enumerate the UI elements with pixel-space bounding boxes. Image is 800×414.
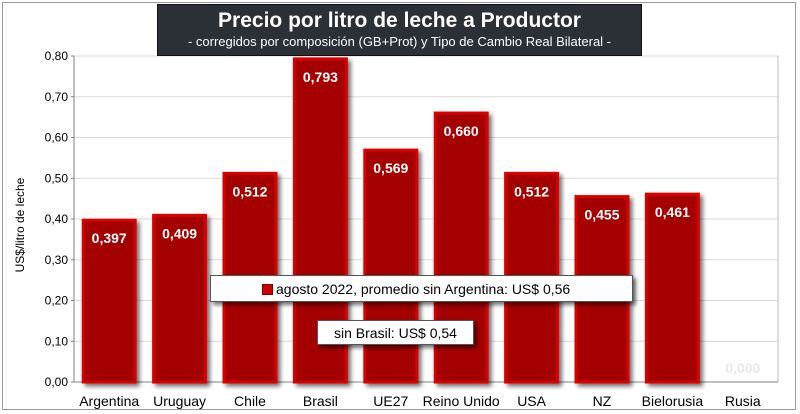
category-label: Bielorusia <box>642 393 704 409</box>
category-label: UE27 <box>373 393 408 409</box>
data-label: 0,569 <box>373 160 408 176</box>
data-label-bg <box>507 180 556 202</box>
legend-average-text: agosto 2022, promedio sin Argentina: US$… <box>276 280 571 297</box>
data-label-bg <box>366 157 415 179</box>
y-tick-label: 0,50 <box>45 171 69 185</box>
y-tick-label: 0,20 <box>45 294 69 308</box>
bar-bielorusia <box>644 192 700 384</box>
data-label: 0,397 <box>92 230 127 246</box>
y-tick-label: 0,10 <box>45 334 69 348</box>
y-tick-label: 0,70 <box>45 90 69 104</box>
bar-ue27 <box>363 148 419 384</box>
category-label: Brasil <box>303 393 338 409</box>
data-label-bg <box>578 203 626 225</box>
data-label-bg <box>648 201 697 223</box>
legend-without-brasil-box: sin Brasil: US$ 0,54 <box>317 320 474 345</box>
category-label: Rusia <box>725 393 761 409</box>
category-label: Reino Unido <box>423 393 500 409</box>
category-label: USA <box>517 393 546 409</box>
category-labels: Argentina Uruguay Chile Brasil UE27 Reino Uni… <box>79 393 761 409</box>
data-label: 0,793 <box>303 69 338 85</box>
category-label: Uruguay <box>153 393 206 409</box>
data-label-bg <box>85 227 134 249</box>
chart-subtitle: - corregidos por composición (GB+Prot) y… <box>187 34 612 49</box>
y-tick-label: 0,80 <box>45 49 69 63</box>
category-label: NZ <box>593 393 612 409</box>
legend-without-brasil-text: sin Brasil: US$ 0,54 <box>334 324 457 341</box>
y-axis-label: US$/litro de leche <box>13 177 27 272</box>
data-label: 0,409 <box>162 225 197 241</box>
category-label: Argentina <box>79 393 139 409</box>
data-label-bg <box>296 65 345 87</box>
y-tick-label: 0,60 <box>45 131 69 145</box>
data-label: 0,455 <box>584 207 619 223</box>
data-label: 0,512 <box>514 183 549 199</box>
data-label: 0,000 <box>725 360 760 376</box>
chart-title: Precio por litro de leche a Productor <box>218 9 581 32</box>
data-label: 0,512 <box>232 183 267 199</box>
y-tick-label: 0,00 <box>45 375 69 389</box>
y-tick-label: 0,30 <box>45 253 69 267</box>
category-label: Chile <box>234 393 266 409</box>
legend-average-box: agosto 2022, promedio sin Argentina: US$… <box>210 275 633 302</box>
data-label: 0,461 <box>655 204 690 220</box>
data-label-bg <box>437 120 486 142</box>
data-labels: 0,397 0,409 0,512 0,793 0,569 0,660 0,512 0,455… <box>85 65 761 376</box>
data-label-bg <box>226 180 274 202</box>
data-label-bg <box>155 222 204 244</box>
y-tick-label: 0,40 <box>45 212 69 226</box>
data-label: 0,660 <box>444 123 479 139</box>
axes: 0,00 0,10 0,20 0,30 0,40 0,50 0,60 0,70 0,80 <box>45 49 778 389</box>
title-box: Precio por litro de leche a Productor - … <box>157 4 642 56</box>
legend-swatch <box>262 284 273 295</box>
